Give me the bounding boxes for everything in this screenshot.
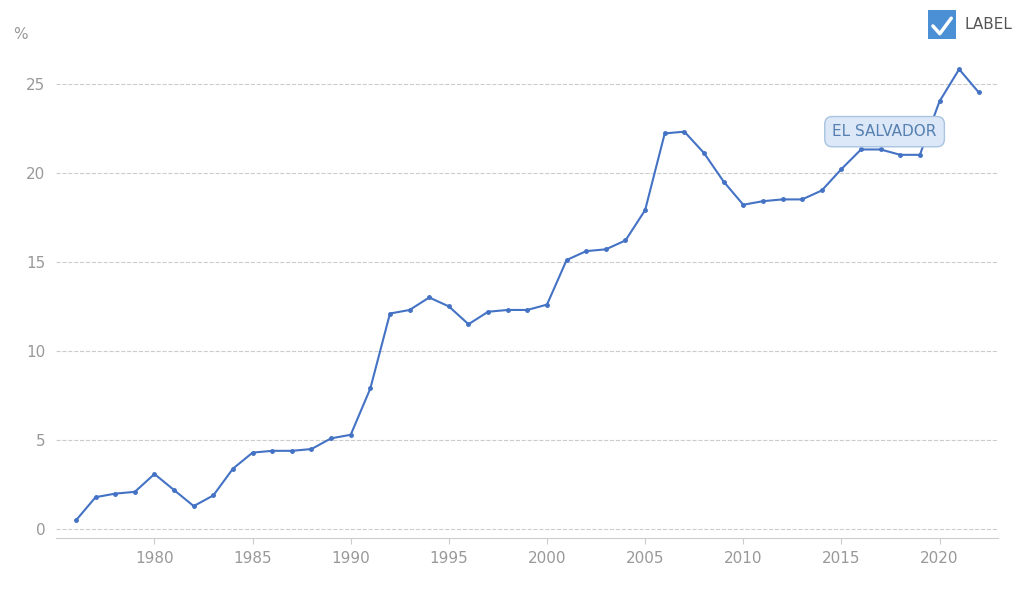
Text: %: % [13,27,28,42]
FancyBboxPatch shape [927,10,957,39]
Text: EL SALVADOR: EL SALVADOR [833,124,937,139]
Text: LABEL: LABEL [965,17,1013,32]
